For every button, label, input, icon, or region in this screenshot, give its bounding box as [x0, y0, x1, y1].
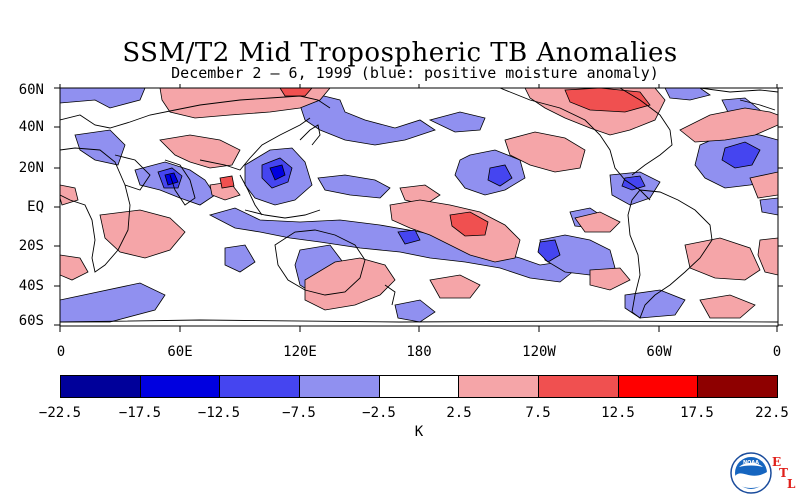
chart-title: SSM/T2 Mid Tropospheric TB Anomalies: [122, 38, 678, 68]
colorbar-label: −2.5: [362, 405, 396, 421]
lat-label: 20S: [18, 238, 44, 254]
lon-label: 0: [772, 344, 782, 360]
chart-subtitle: December 2 – 6, 1999 (blue: positive moi…: [171, 64, 659, 82]
colorbar-label: −17.5: [118, 405, 162, 421]
colorbar-label: 2.5: [446, 405, 472, 421]
lon-label: 120W: [522, 344, 556, 360]
colorbar-label: −22.5: [38, 405, 82, 421]
lat-label: EQ: [27, 199, 44, 215]
colorbar-label: −12.5: [197, 405, 241, 421]
lon-label: 120E: [283, 344, 317, 360]
colorbar-swatch: [140, 376, 221, 397]
colorbar-swatch: [300, 376, 380, 397]
lat-label: 60N: [18, 82, 44, 98]
lat-label: 20N: [18, 160, 44, 176]
colorbar-swatch: [459, 376, 540, 397]
colorbar-swatch: [220, 376, 301, 397]
lon-label: 0: [56, 344, 66, 360]
lat-label: 40N: [18, 119, 44, 135]
colorbar-unit: K: [414, 424, 424, 440]
lat-label: 60S: [18, 313, 44, 329]
lon-label: 180: [406, 344, 432, 360]
noaa-logo-icon[interactable]: NOAA: [730, 452, 772, 494]
colorbar-swatch: [61, 376, 141, 397]
coastlines: [60, 88, 778, 323]
colorbar-swatch: [698, 376, 778, 397]
colorbar-swatch: [379, 376, 460, 397]
colorbar-label: 17.5: [680, 405, 714, 421]
colorbar-swatch: [539, 376, 619, 397]
colorbar: [60, 375, 778, 398]
strong-positive-anomaly-regions: [219, 88, 651, 237]
lon-label: 60W: [646, 344, 672, 360]
etl-letter-l: L: [787, 477, 796, 491]
colorbar-label: 22.5: [755, 405, 789, 421]
anomaly-map: [54, 84, 783, 332]
lat-label: 40S: [18, 278, 44, 294]
colorbar-label: −7.5: [282, 405, 316, 421]
etl-letter-e: E: [772, 455, 782, 469]
etl-letter-t: T: [779, 466, 788, 480]
colorbar-label: 7.5: [525, 405, 551, 421]
logo-text: NOAA: [743, 460, 759, 466]
colorbar-label: 12.5: [601, 405, 635, 421]
lon-label: 60E: [167, 344, 193, 360]
axis-ticks: [54, 84, 783, 332]
colorbar-swatch: [618, 376, 699, 397]
